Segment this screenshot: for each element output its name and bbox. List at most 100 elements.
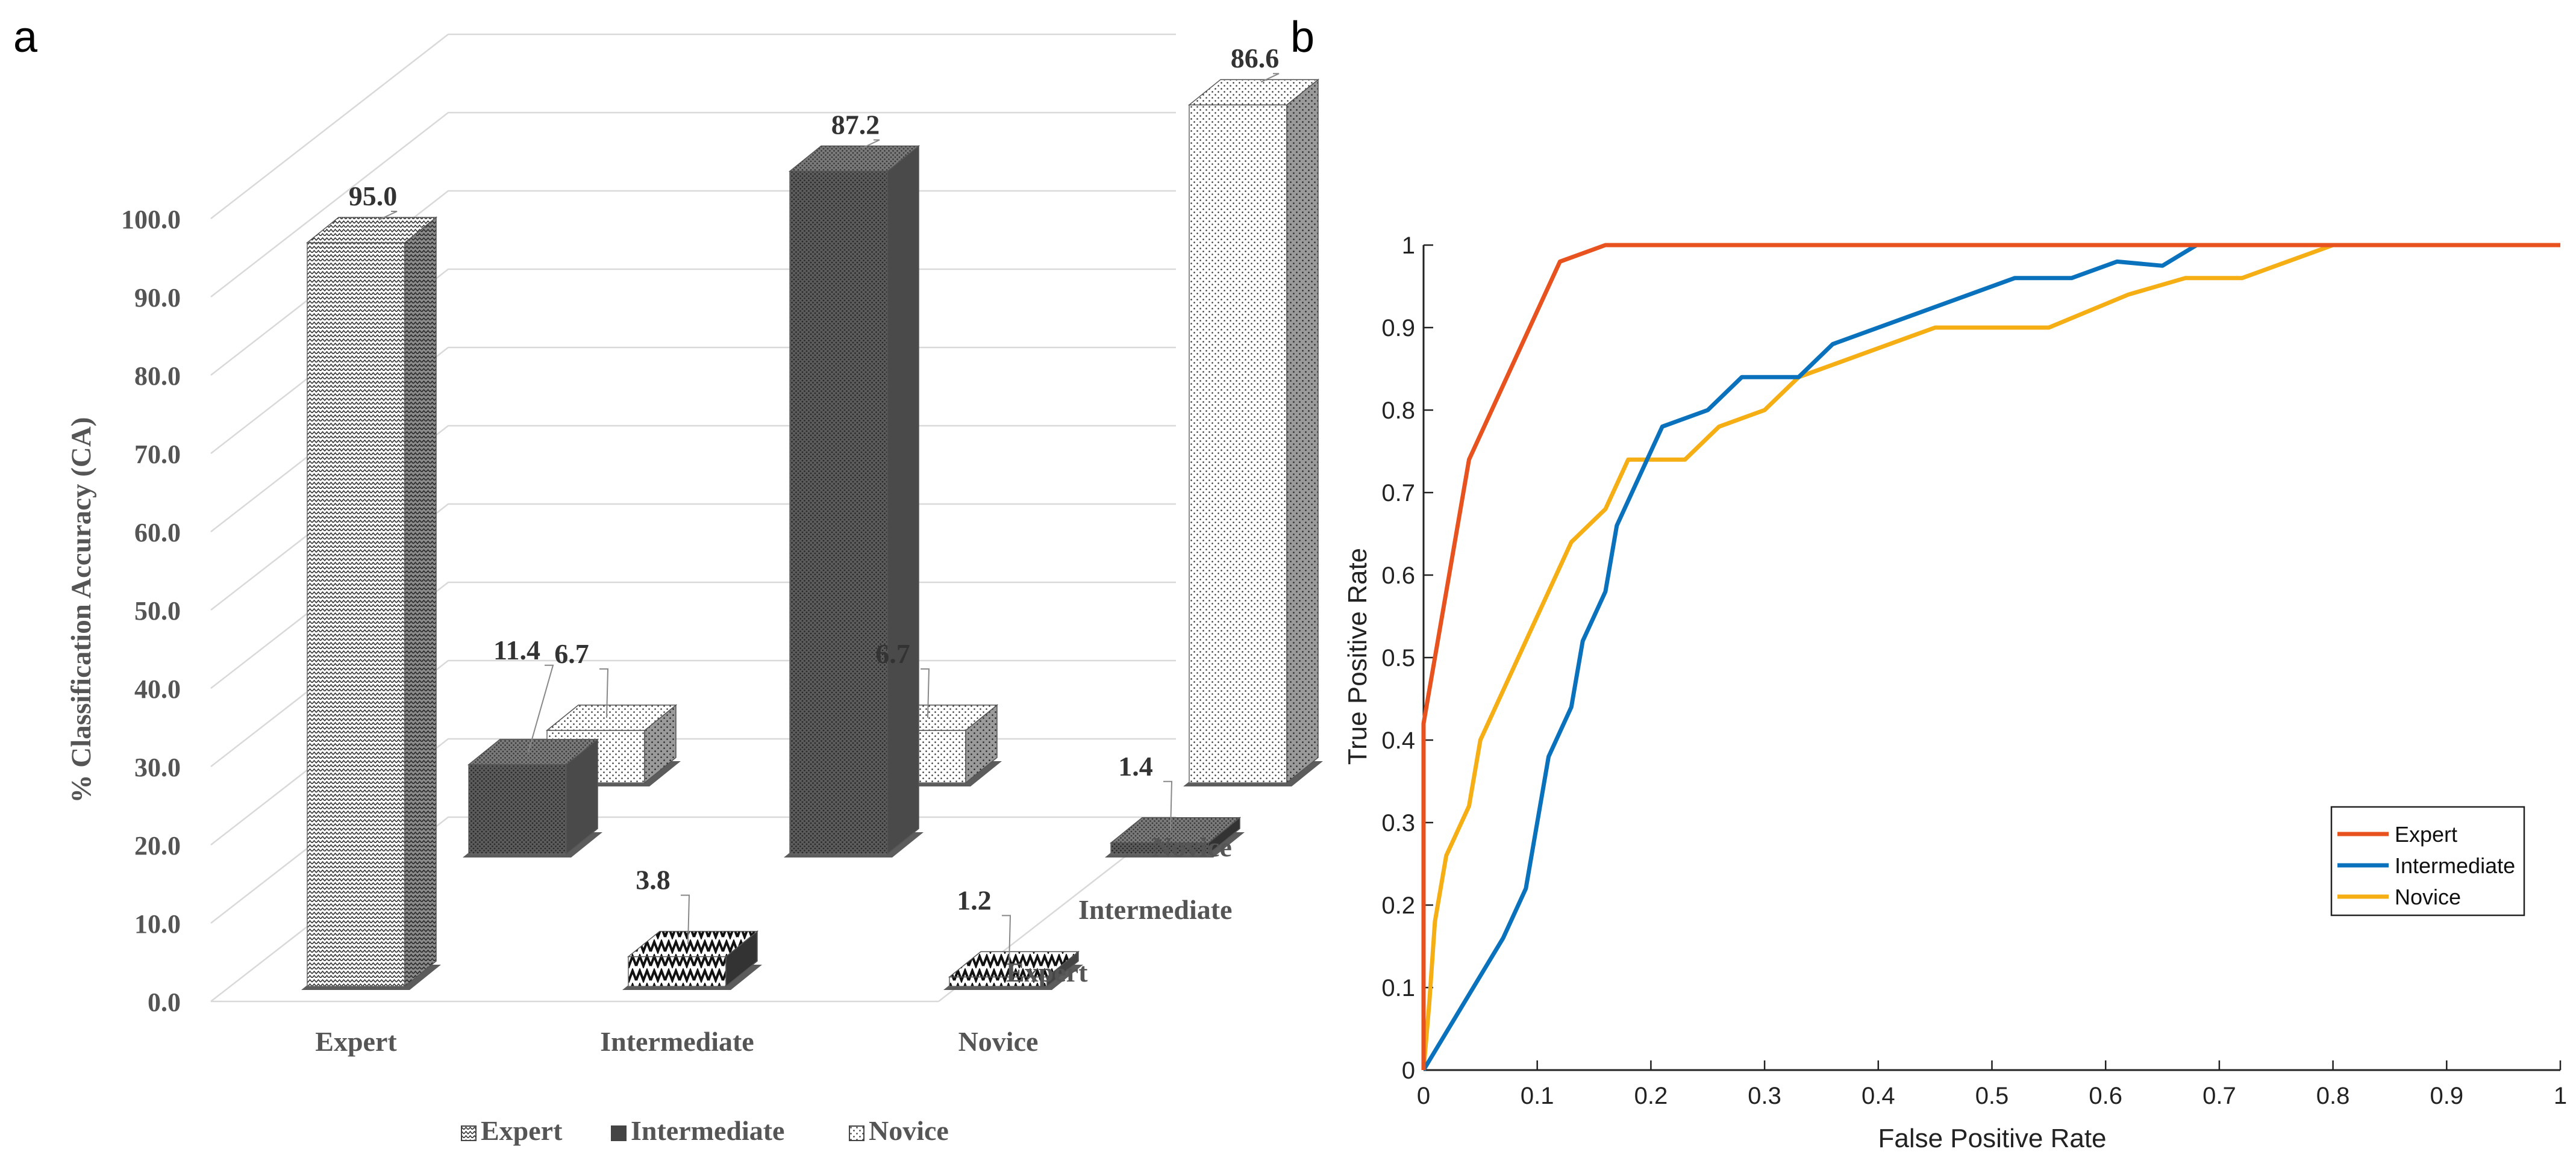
label-leader	[861, 139, 880, 149]
roc-line-novice	[1421, 243, 2560, 1071]
y-tick-label: 60.0	[134, 518, 181, 547]
legend-item-novice: Novice	[849, 1115, 949, 1146]
bar-front	[1189, 104, 1287, 783]
x-tick-label: 0.1	[1521, 1083, 1554, 1109]
x-tick-label: 0.4	[1862, 1083, 1895, 1109]
y-tick-label: 0.2	[1381, 892, 1415, 919]
label-leader	[681, 894, 690, 944]
gridline	[210, 659, 1176, 845]
roc-chart: 0 0.1 0.2 0.3 0.4 0.5 0.6 0.7 0.8 0.9 1 0 0.1 0.2 0.3…	[1343, 232, 2567, 1153]
category-label-intermediate: Intermediate	[600, 1026, 754, 1057]
bar-chart-legend: Expert Intermediate Novice	[461, 1115, 949, 1146]
label-leader	[921, 668, 930, 718]
gridline	[210, 111, 1176, 297]
bar-top	[948, 951, 1080, 978]
bar-value-label: 6.7	[875, 638, 910, 669]
bar-intermediate-expert	[463, 738, 602, 858]
category-label-novice: Novice	[958, 1026, 1039, 1057]
bar-value-label: 95.0	[349, 181, 398, 211]
bar-value-label: 1.4	[1118, 751, 1153, 782]
y-tick-label: 50.0	[134, 596, 181, 626]
bar-value-label: 1.2	[957, 885, 992, 915]
bar-value-label: 3.8	[636, 865, 671, 895]
x-tick-label: 0.3	[1748, 1083, 1781, 1109]
bar-intermediate-novice	[1105, 817, 1245, 858]
label-leader	[1002, 915, 1011, 965]
bar-side	[887, 145, 919, 855]
x-tick-label: 0.2	[1634, 1083, 1668, 1109]
roc-chart-legend: Expert Intermediate Novice	[2330, 806, 2525, 917]
y-tick-label: 0.0	[148, 988, 181, 1017]
legend-item-expert: Expert	[2337, 822, 2457, 847]
gridline	[210, 190, 1176, 376]
y-tick-label: 70.0	[134, 440, 181, 469]
bar-chart-3d: 0.0 10.0 20.0 30.0 40.0 50.0 60.0 70.0 80.0 90.0 1…	[66, 33, 1323, 1146]
label-leader	[1260, 73, 1280, 83]
bar-value-label: 6.7	[554, 638, 589, 669]
gridline	[210, 33, 1176, 219]
bar-side	[404, 216, 437, 988]
bar-intermediate-intermediate	[784, 145, 924, 858]
bar-chart-bars	[301, 78, 1323, 990]
category-label-expert: Expert	[315, 1026, 397, 1057]
y-tick-label: 10.0	[134, 909, 181, 939]
bar-top	[305, 217, 438, 243]
x-tick-label: 0.5	[1975, 1083, 2009, 1109]
panel-a-label: a	[13, 13, 38, 61]
roc-chart-axes	[1422, 245, 2560, 1071]
bar-top	[467, 739, 599, 765]
bar-top	[627, 930, 759, 957]
gridline	[210, 425, 1176, 611]
x-tick-label: 0.9	[2430, 1083, 2463, 1109]
bar-expert-novice	[943, 950, 1083, 990]
y-tick-label: 0.3	[1381, 810, 1415, 836]
legend-label: Novice	[869, 1115, 949, 1146]
x-tick-label: 0.6	[2089, 1083, 2122, 1109]
gridline	[210, 346, 1176, 532]
roc-chart-x-ticks: 0 0.1 0.2 0.3 0.4 0.5 0.6 0.7 0.8 0.9 1	[1417, 1060, 2567, 1109]
legend-item-intermediate: Intermediate	[2337, 853, 2515, 878]
bar-front	[307, 242, 405, 987]
y-tick-label: 20.0	[134, 831, 181, 861]
y-tick-label: 1	[1402, 232, 1415, 259]
roc-chart-y-ticks: 0 0.1 0.2 0.3 0.4 0.5 0.6 0.7 0.8 0.9 1	[1381, 232, 1433, 1084]
bar-chart-category-labels: Expert Intermediate Novice	[315, 1026, 1038, 1057]
y-tick-label: 40.0	[134, 674, 181, 704]
depth-label-novice: Novice	[1152, 832, 1232, 862]
y-tick-label: 0.8	[1381, 397, 1415, 424]
depth-label-intermediate: Intermediate	[1078, 894, 1232, 925]
roc-line-intermediate	[1422, 243, 2560, 1071]
legend-swatch	[849, 1125, 864, 1141]
legend-label: Expert	[2395, 822, 2457, 847]
label-leader	[378, 211, 398, 220]
x-tick-label: 0.7	[2202, 1083, 2236, 1109]
bar-front	[468, 764, 567, 854]
bar-value-label: 86.6	[1231, 43, 1280, 73]
legend-swatch	[461, 1125, 477, 1141]
bar-top	[1109, 817, 1242, 844]
roc-chart-x-axis-label: False Positive Rate	[1878, 1124, 2106, 1153]
bar-front	[628, 956, 727, 987]
y-tick-label: 0.5	[1381, 645, 1415, 671]
bar-chart-depth-labels: Expert Intermediate Novice	[1006, 832, 1232, 988]
legend-label: Expert	[481, 1115, 563, 1146]
bar-value-label: 11.4	[493, 635, 540, 665]
bar-value-label: 87.2	[831, 109, 880, 140]
y-tick-label: 80.0	[134, 361, 181, 391]
label-leader	[1163, 780, 1173, 830]
gridline	[210, 816, 1176, 1002]
bar-top	[1187, 79, 1320, 105]
bar-novice-novice	[1183, 78, 1323, 786]
gridline	[210, 268, 1176, 454]
roc-chart-lines	[1421, 243, 2560, 1071]
roc-line-expert	[1421, 243, 2560, 1070]
legend-item-intermediate: Intermediate	[611, 1115, 784, 1146]
roc-chart-y-axis-label: True Positive Rate	[1343, 548, 1372, 765]
gridline	[210, 503, 1176, 689]
y-tick-label: 90.0	[134, 283, 181, 313]
legend-label: Novice	[2395, 885, 2461, 909]
y-tick-label: 0.4	[1381, 727, 1415, 754]
y-tick-label: 30.0	[134, 753, 181, 782]
label-leader	[599, 668, 609, 718]
